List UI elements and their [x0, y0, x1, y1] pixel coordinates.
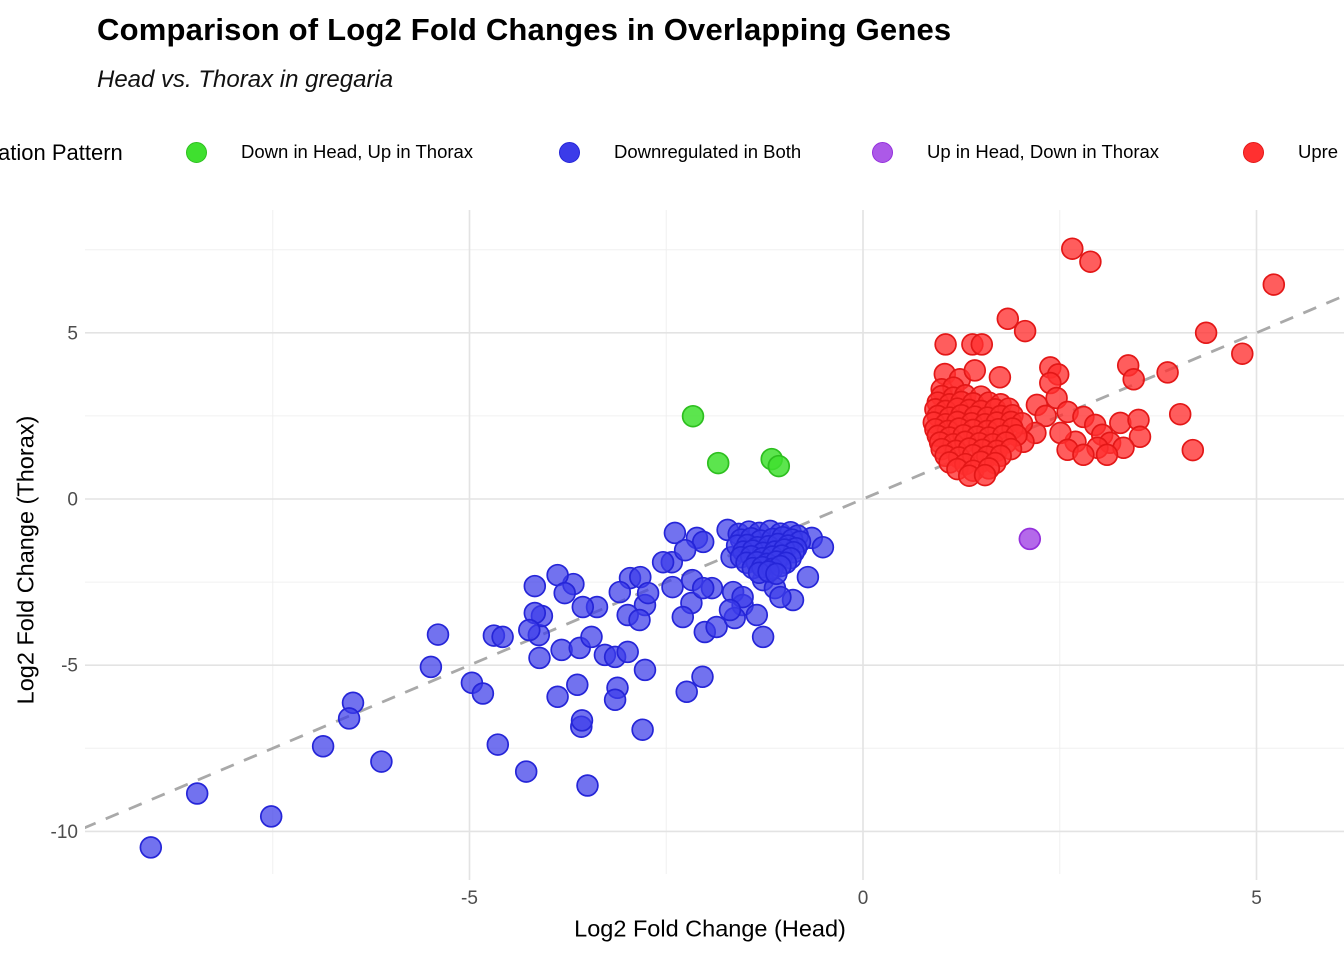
- gridlines-minor: [85, 210, 1344, 874]
- legend-item-label: Down in Head, Up in Thorax: [241, 141, 474, 162]
- svg-text:-5: -5: [461, 888, 478, 909]
- legend-item-label: Up in Head, Down in Thorax: [927, 141, 1160, 162]
- blue-dot-icon: [559, 141, 580, 163]
- svg-text:0: 0: [858, 888, 869, 909]
- legend-item-down-head-up-thorax: Down in Head, Up in Thorax: [186, 139, 473, 165]
- series-down-in-head-up-in-thorax: [681, 404, 791, 478]
- svg-text:-5: -5: [61, 656, 78, 677]
- green-dot-icon: [186, 141, 207, 163]
- legend-title: ation Pattern: [0, 140, 123, 165]
- svg-text:5: 5: [67, 323, 78, 344]
- series-downregulated-in-both: [139, 518, 835, 859]
- legend-item-downregulated-both: Downregulated in Both: [559, 139, 801, 165]
- red-dot-icon: [1243, 141, 1264, 163]
- chart-title: Comparison of Log2 Fold Changes in Overl…: [97, 12, 952, 47]
- series-upre: [922, 237, 1286, 487]
- x-axis-title: Log2 Fold Change (Head): [574, 915, 846, 942]
- x-tick-labels: -5 0 5: [461, 888, 1262, 909]
- y-tick-labels: -10 -5 0 5: [51, 323, 78, 843]
- series-up-in-head-down-in-thorax: [1018, 527, 1042, 551]
- legend-item-label: Downregulated in Both: [614, 141, 802, 162]
- legend-item-label: Upre: [1298, 141, 1339, 162]
- legend: ation Pattern Down in Head, Up in Thorax…: [0, 139, 1344, 167]
- purple-dot-icon: [872, 141, 893, 163]
- legend-item-upregulated-both: Upre: [1243, 139, 1338, 165]
- gridlines-major: [85, 210, 1344, 880]
- svg-text:5: 5: [1251, 888, 1262, 909]
- svg-text:-10: -10: [51, 822, 78, 843]
- scatter-points: [139, 237, 1286, 859]
- legend-item-up-head-down-thorax: Up in Head, Down in Thorax: [872, 139, 1159, 165]
- identity-line: [85, 294, 1344, 830]
- y-axis-title: Log2 Fold Change (Thorax): [12, 415, 39, 705]
- chart-subtitle: Head vs. Thorax in gregaria: [97, 66, 394, 93]
- svg-text:0: 0: [67, 490, 78, 511]
